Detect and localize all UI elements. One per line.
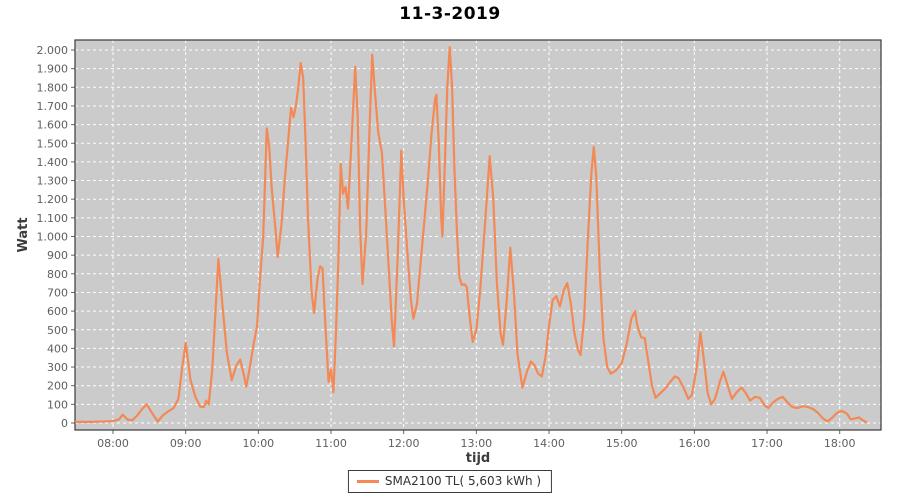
plot-background <box>75 40 881 430</box>
y-tick-label: 1.800 <box>37 81 69 94</box>
x-tick-label: 15:00 <box>606 437 638 450</box>
y-tick-label: 800 <box>47 268 68 281</box>
y-tick-label: 0 <box>61 417 68 430</box>
y-tick-label: 1.000 <box>37 231 69 244</box>
x-tick-label: 17:00 <box>751 437 783 450</box>
plot-area: 0 100 200 300 400 500 600 700 800 900 1.000 1.100 1.… <box>16 39 882 466</box>
y-tick-label: 500 <box>47 324 68 337</box>
y-tick-label: 1.400 <box>37 156 69 169</box>
x-tick-label: 09:00 <box>170 437 202 450</box>
x-tick-label: 10:00 <box>242 437 274 450</box>
x-tick-label: 14:00 <box>533 437 565 450</box>
x-tick-label: 18:00 <box>824 437 856 450</box>
legend-label: SMA2100 TL( 5,603 kWh ) <box>384 474 542 488</box>
series-line-icon <box>356 479 379 483</box>
y-tick-label: 900 <box>47 249 68 262</box>
y-tick-label: 1.300 <box>37 175 69 188</box>
y-tick-label: 1.500 <box>37 137 69 150</box>
y-tick-label: 1.900 <box>37 63 69 76</box>
y-tick-label: 300 <box>47 361 68 374</box>
x-tick-label: 16:00 <box>679 437 711 450</box>
x-tick-label: 08:00 <box>97 437 129 450</box>
y-tick-label: 600 <box>47 305 68 318</box>
y-tick-label: 1.100 <box>37 212 69 225</box>
plot-border <box>74 39 882 431</box>
y-tick-label: 2.000 <box>37 44 69 57</box>
y-tick-label: 400 <box>47 342 68 355</box>
y-axis-label: Watt <box>16 217 31 252</box>
x-axis-label: tijd <box>466 451 490 466</box>
y-tick-label: 200 <box>47 380 68 393</box>
y-tick-label: 700 <box>47 286 68 299</box>
y-tick-label: 100 <box>47 398 68 411</box>
series-line <box>75 46 868 424</box>
chart-title: 11-3-2019 <box>399 4 501 24</box>
legend: SMA2100 TL( 5,603 kWh ) <box>347 470 553 493</box>
x-tick-label: 11:00 <box>315 437 347 450</box>
y-tick-label: 1.600 <box>37 119 69 132</box>
y-tick-label: 1.700 <box>37 100 69 113</box>
y-tick-label: 1.200 <box>37 193 69 206</box>
x-tick-label: 13:00 <box>460 437 492 450</box>
x-tick-label: 12:00 <box>388 437 420 450</box>
